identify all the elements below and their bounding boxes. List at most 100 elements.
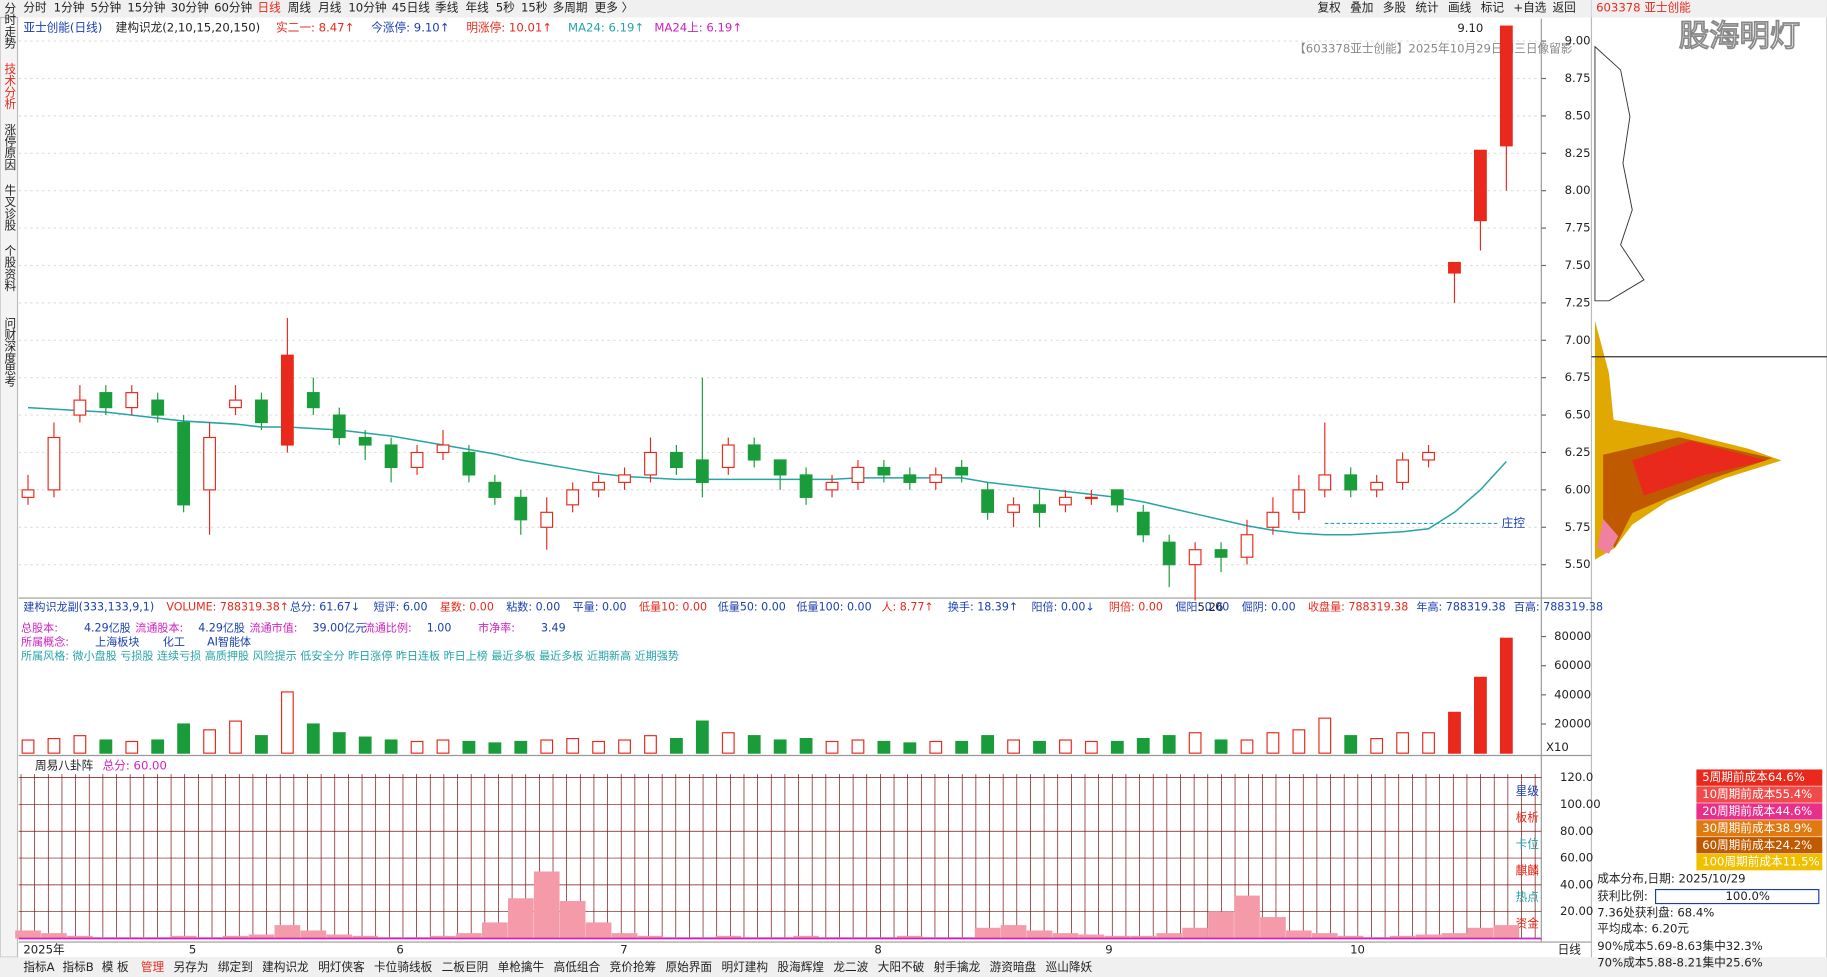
side-tab[interactable]: 牛叉诊股 <box>3 183 17 231</box>
volume-bar <box>488 742 502 754</box>
candle-body <box>695 459 709 483</box>
bottom-tab[interactable]: 绑定到 <box>218 960 253 974</box>
toolbar-item[interactable]: 60分钟 <box>214 1 252 15</box>
volume-bar <box>955 740 969 754</box>
candle-body <box>332 414 346 439</box>
toolbar-item[interactable]: +自选 <box>1513 1 1546 15</box>
y-tick-label: 7.75 <box>1565 221 1591 235</box>
toolbar-item[interactable]: 分时 <box>23 1 47 15</box>
cost-info: 70%成本5.88-8.21集中25.6% <box>1597 956 1762 970</box>
legend-box <box>1696 820 1823 837</box>
candle-body <box>566 489 580 506</box>
toolbar-item[interactable]: 画线 <box>1448 1 1472 15</box>
heat-bar <box>1260 917 1286 939</box>
toolbar-item[interactable]: 15分钟 <box>127 1 165 15</box>
heat-bar <box>456 933 482 939</box>
y-tick-label: 40000 <box>1554 687 1591 701</box>
candle-body <box>306 392 320 409</box>
bottom-tab[interactable]: 射手擒龙 <box>934 960 981 974</box>
bottom-tab[interactable]: 明灯侠客 <box>318 960 365 974</box>
chip-low <box>1597 518 1619 554</box>
toolbar-item[interactable]: 更多 〉 <box>595 1 634 15</box>
volume-bar <box>799 737 813 754</box>
toolbar-item[interactable]: 10分钟 <box>348 1 386 15</box>
volume-bar <box>1292 729 1306 754</box>
bottom-tab[interactable]: 明灯建构 <box>721 960 768 974</box>
side-tab[interactable]: 深度思考 <box>3 340 17 388</box>
toolbar-item[interactable]: 季线 <box>435 1 459 15</box>
candle-body <box>1033 504 1046 513</box>
legend-box <box>1696 803 1823 820</box>
bottom-tab[interactable]: 高低组合 <box>554 960 601 974</box>
volume-bar <box>877 740 891 754</box>
volume-bar <box>1344 735 1358 754</box>
toolbar-item[interactable]: 45日线 <box>392 1 430 15</box>
panel-label: 热点 <box>1516 890 1540 904</box>
heat-bar <box>507 898 534 939</box>
toolbar-item[interactable]: 标记 <box>1481 1 1505 15</box>
volume-header: VOLUME: 788319.38↑ <box>166 600 289 613</box>
toolbar-item[interactable]: 返回 <box>1553 1 1576 15</box>
toolbar-item[interactable]: 多周期 <box>553 1 588 15</box>
candle-body <box>1499 25 1513 147</box>
toolbar-item[interactable]: 叠加 <box>1350 1 1373 15</box>
toolbar-item[interactable]: 统计 <box>1415 1 1439 15</box>
bottom-tab[interactable]: 管理 <box>141 960 165 974</box>
bottom-tab[interactable]: 另存为 <box>174 960 209 974</box>
annotation: 5.26 <box>1197 600 1223 614</box>
toolbar-item[interactable]: 复权 <box>1317 1 1341 15</box>
indicator-header: 建构识龙(2,10,15,20,150) <box>116 20 261 34</box>
volume-bar <box>981 735 995 754</box>
bottom-tab[interactable]: 指标A <box>23 960 54 974</box>
bottom-right[interactable]: 日线 <box>1558 943 1582 957</box>
side-tab[interactable]: 涨停原因 <box>3 123 17 171</box>
heat-bar <box>559 900 586 939</box>
side-tab[interactable]: 技术分析 <box>3 63 17 110</box>
candle-body <box>1059 496 1072 506</box>
bottom-tab[interactable]: 建构识龙 <box>262 960 309 974</box>
bottom-tab[interactable]: 卡位骑线板 <box>374 960 433 974</box>
bottom-tab[interactable]: 单枪擒牛 <box>498 960 545 974</box>
side-tab[interactable]: 问财 <box>3 317 17 341</box>
y-tick-label: 6.25 <box>1565 445 1591 459</box>
bottom-tab[interactable]: 二板巨阴 <box>442 960 489 974</box>
indicator-header: 明涨停: 10.01↑ <box>466 20 552 34</box>
heat-bar <box>1078 934 1105 939</box>
toolbar-item[interactable]: 1分钟 <box>54 1 85 15</box>
side-tab[interactable]: 个股资料 <box>3 245 17 292</box>
x-tick-label: 6 <box>396 943 403 957</box>
bottom-tab[interactable]: 指标B <box>63 960 94 974</box>
candle-body <box>1110 489 1124 506</box>
x-tick-label: 9 <box>1105 943 1112 957</box>
volume-bar <box>1370 737 1384 754</box>
volume-bar <box>1499 637 1513 754</box>
volume-header: 平量: 0.00 <box>573 600 627 613</box>
toolbar-item[interactable]: 5秒 <box>496 1 515 15</box>
toolbar-item[interactable]: 多股 <box>1383 1 1407 15</box>
toolbar-item[interactable]: 月线 <box>318 1 342 15</box>
bottom-tab[interactable]: 原始界面 <box>666 960 713 974</box>
volume-bar <box>1033 740 1046 754</box>
bottom-tab[interactable]: 模 板 <box>102 960 129 974</box>
toolbar-item[interactable]: 周线 <box>288 1 312 15</box>
bottom-tab[interactable]: 股海辉煌 <box>777 960 824 974</box>
y-tick-label: 7.00 <box>1565 333 1591 347</box>
bottom-tab[interactable]: 大阳不破 <box>878 960 925 974</box>
y-tick-label: 6.00 <box>1565 482 1591 496</box>
toolbar-item[interactable]: 5分钟 <box>91 1 122 15</box>
bottom-tab[interactable]: 龙二波 <box>833 960 868 974</box>
chip-recent <box>1632 440 1767 496</box>
toolbar-item[interactable]: 年线 <box>465 1 489 15</box>
cost-info: 获利比例: <box>1597 889 1647 903</box>
toolbar-item[interactable]: 30分钟 <box>171 1 209 15</box>
toolbar-item[interactable]: 15秒 <box>521 1 548 15</box>
concept: AI智能体 <box>207 634 251 648</box>
side-tab[interactable]: 分时走势 <box>3 2 17 49</box>
toolbar-item[interactable]: 日线 <box>257 1 281 15</box>
bottom-tab[interactable]: 游资暗盘 <box>990 960 1037 974</box>
heat-bar <box>1026 930 1053 939</box>
candle-body <box>151 399 165 416</box>
bottom-tab[interactable]: 巡山降妖 <box>1046 960 1093 974</box>
heat-bar <box>1208 911 1234 939</box>
bottom-tab[interactable]: 竞价抢筹 <box>610 960 657 974</box>
